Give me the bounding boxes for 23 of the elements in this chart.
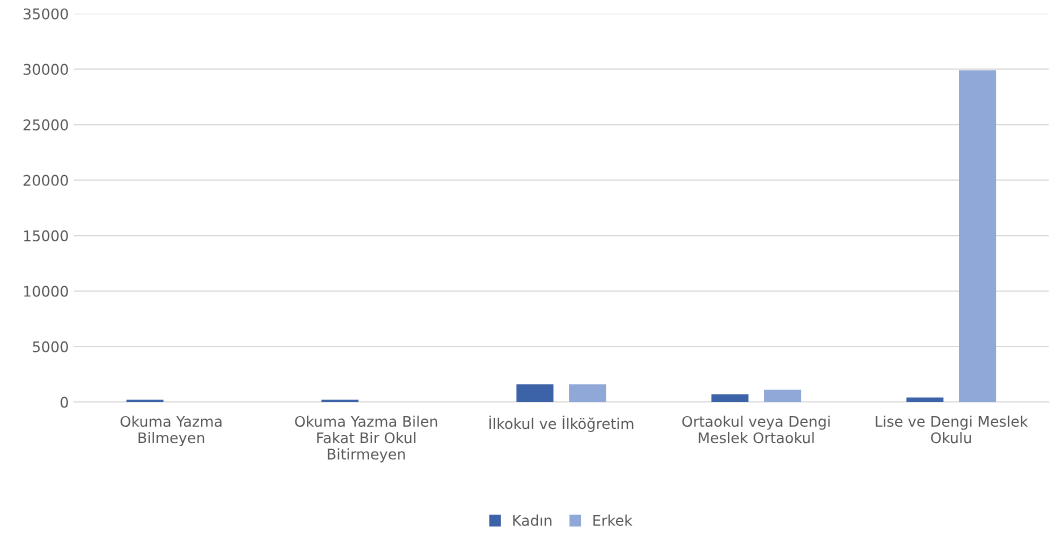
x-tick-label: İlkokul ve İlköğretim xyxy=(489,415,634,432)
x-tick-label: Ortaokul veya Dengi Meslek Ortaokul xyxy=(682,415,830,444)
legend-label: Kadın xyxy=(513,514,552,526)
bar xyxy=(569,384,607,403)
bar xyxy=(764,389,802,403)
y-tick-label: 20000 xyxy=(23,174,68,186)
bar xyxy=(126,399,164,403)
y-tick-label: 15000 xyxy=(24,230,68,242)
bar xyxy=(321,399,359,403)
x-tick-label: Okuma Yazma Bilmeyen xyxy=(120,415,222,447)
y-tick-label: 0 xyxy=(60,396,68,408)
legend-label: Erkek xyxy=(593,514,633,526)
y-tick-label: 25000 xyxy=(23,119,68,131)
x-tick-label: Okuma Yazma Bilen Fakat Bir Okul Bitirmeyen xyxy=(295,415,438,463)
y-tick-label: 30000 xyxy=(23,63,68,75)
bar xyxy=(959,70,997,403)
x-tick-label: Lise ve Dengi Meslek Okulu xyxy=(875,415,1029,444)
bar xyxy=(906,397,944,403)
bar xyxy=(711,394,749,403)
y-tick-label: 10000 xyxy=(24,285,68,297)
y-tick-label: 5000 xyxy=(32,341,68,353)
y-tick-label: 35000 xyxy=(23,8,68,20)
bar xyxy=(516,384,554,403)
